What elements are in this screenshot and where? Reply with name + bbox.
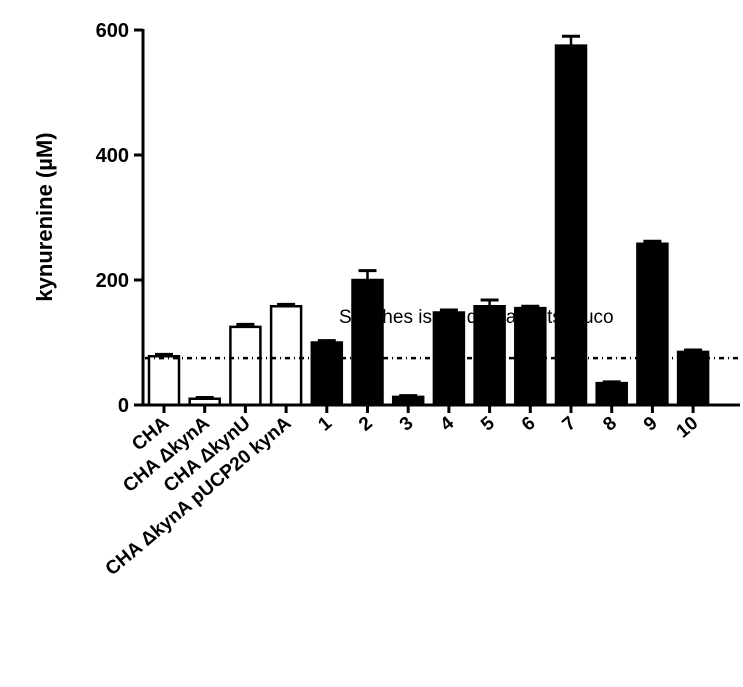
x-tick-label: 10	[673, 413, 703, 443]
y-axis-title: kynurenine (µM)	[32, 132, 57, 301]
x-tick-label: 9	[640, 413, 662, 436]
y-tick-label: 0	[118, 395, 129, 417]
bar	[473, 305, 506, 407]
y-ticks-layer: 0 200 400 600	[96, 20, 143, 417]
error-bars-layer	[155, 34, 703, 399]
x-tick-label: 6	[518, 413, 540, 436]
x-tick-label: 5	[477, 412, 499, 435]
y-tick-label: 200	[96, 270, 129, 292]
bar	[514, 306, 547, 407]
bar	[310, 341, 344, 407]
bar	[229, 325, 262, 407]
x-tick-label: 1	[314, 412, 336, 435]
x-tick-label: 4	[437, 412, 459, 435]
bars-layer	[147, 44, 710, 407]
bar	[676, 350, 710, 407]
bar	[147, 355, 181, 407]
y-tick-label: 600	[96, 20, 129, 42]
y-tick-label: 400	[96, 145, 129, 167]
axes-layer	[141, 29, 740, 407]
x-tick-label: 8	[599, 413, 621, 436]
bar	[595, 381, 628, 407]
bar	[554, 44, 588, 407]
x-tick-label: 3	[396, 413, 418, 436]
x-tick-label: 7	[559, 413, 581, 436]
bar	[269, 305, 303, 407]
x-tick-label: 2	[355, 413, 377, 436]
x-ticks-layer	[162, 405, 695, 413]
bar	[351, 278, 384, 407]
patient-strains-annotation: Souches issus de Patients muco	[339, 307, 614, 328]
bar	[636, 242, 669, 407]
